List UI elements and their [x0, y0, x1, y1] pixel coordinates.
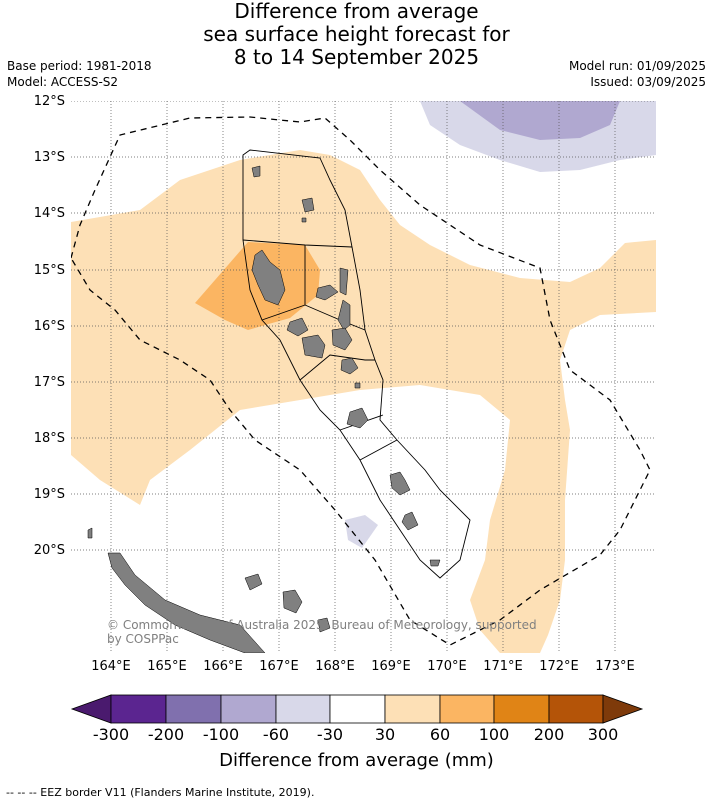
colorbar-swatch-7 [439, 694, 495, 724]
province-boundaries [242, 149, 471, 579]
colorbar-label-60: 60 [429, 725, 451, 744]
lon-label-167e: 167°E [259, 659, 299, 674]
anomaly-region-30-60 [71, 150, 656, 653]
colorbar-label-neg100: -100 [202, 725, 240, 744]
colorbar-swatch-6 [384, 694, 441, 724]
lon-label-168e: 168°E [315, 659, 355, 674]
colorbar-label-neg60: -60 [262, 725, 290, 744]
lat-label-16s: 16°S [33, 319, 65, 334]
lon-label-172e: 172°E [539, 659, 579, 674]
base-period-label: Base period: 1981-2018 [7, 59, 152, 73]
colorbar-label-neg300: -300 [92, 725, 130, 744]
colorbar-swatch-3 [220, 694, 277, 724]
lat-label-19s: 19°S [33, 487, 65, 502]
map-title-line2: sea surface height forecast for [203, 22, 510, 46]
colorbar-swatch-over [602, 694, 644, 724]
lat-label-17s: 17°S [33, 375, 65, 390]
colorbar-label-200: 200 [533, 725, 565, 744]
colorbar-swatch-under [70, 694, 112, 724]
lat-label-18s: 18°S [33, 431, 65, 446]
copyright-note: © Commonwealth of Australia 2025, Bureau… [107, 618, 537, 632]
anomaly-region-neg-30-small [345, 515, 378, 548]
map-panel [71, 101, 656, 653]
lat-label-15s: 15°S [33, 263, 65, 278]
lat-label-13s: 13°S [33, 150, 65, 165]
colorbar-label-30: 30 [374, 725, 396, 744]
lat-label-12s: 12°S [33, 94, 65, 109]
land [87, 165, 441, 653]
colorbar-label-neg200: -200 [147, 725, 185, 744]
model-run-label: Model run: 01/09/2025 [568, 59, 706, 73]
lon-label-164e: 164°E [91, 659, 131, 674]
colorbar-title: Difference from average (mm) [219, 750, 494, 771]
colorbar [70, 694, 644, 724]
colorbar-label-neg30: -30 [316, 725, 344, 744]
lon-label-169e: 169°E [371, 659, 411, 674]
map-title-line3: 8 to 14 September 2025 [233, 45, 480, 69]
eez-footnote: -- -- -- EEZ border V11 (Flanders Marine… [6, 786, 315, 799]
lat-label-14s: 14°S [33, 206, 65, 221]
issued-label: Issued: 03/09/2025 [590, 75, 706, 89]
colorbar-swatch-4 [275, 694, 331, 724]
colorbar-swatch-8 [493, 694, 550, 724]
colorbar-swatch-9 [548, 694, 604, 724]
map-title-line1: Difference from average [234, 0, 479, 23]
colorbar-swatch-5 [329, 694, 386, 724]
colorbar-swatch-1 [110, 694, 167, 724]
model-label: Model: ACCESS-S2 [7, 75, 119, 89]
colorbar-label-300: 300 [587, 725, 619, 744]
lon-label-170e: 170°E [427, 659, 467, 674]
lon-label-173e: 173°E [595, 659, 635, 674]
lon-label-165e: 165°E [147, 659, 187, 674]
lon-label-166e: 166°E [203, 659, 243, 674]
anomaly-region-60-100 [195, 242, 320, 330]
copyright-note-line2: by COSPPac [107, 632, 179, 646]
colorbar-label-100: 100 [478, 725, 510, 744]
anomaly-region-neg-60 [460, 101, 620, 140]
lon-label-171e: 171°E [483, 659, 523, 674]
eez-border [71, 116, 651, 646]
lat-label-20s: 20°S [33, 543, 65, 558]
colorbar-swatch-2 [165, 694, 222, 724]
